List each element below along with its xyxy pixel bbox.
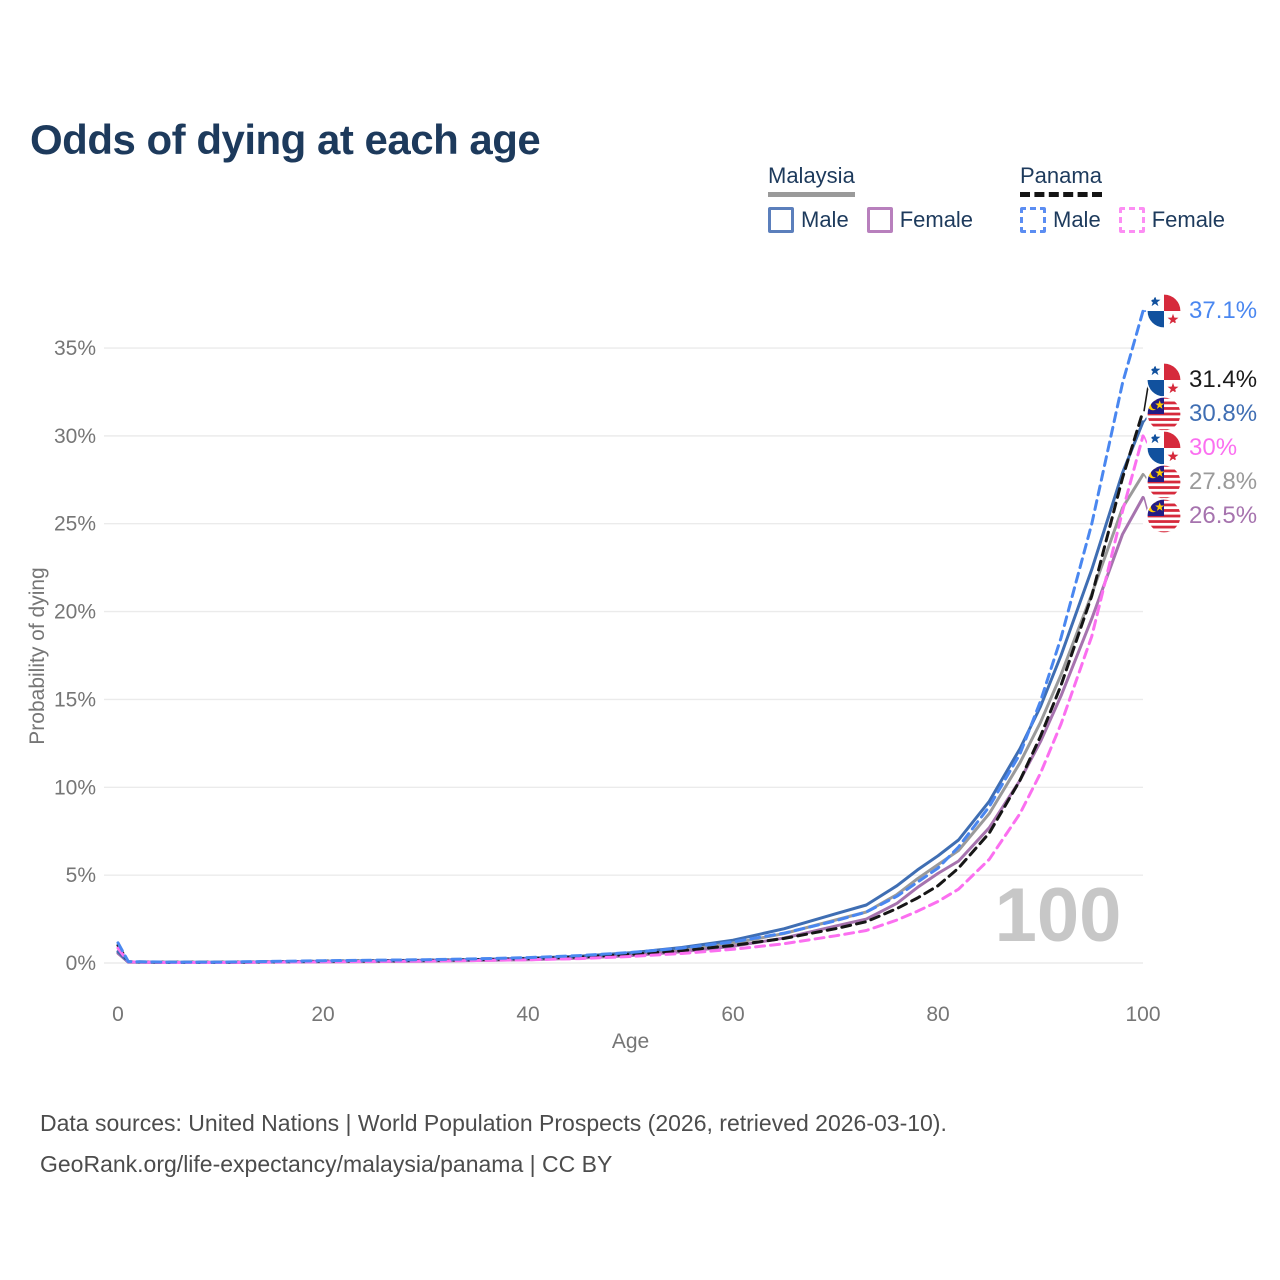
legend-item-label: Male [1053,207,1101,232]
x-tick-label: 80 [926,1003,949,1026]
x-axis-title: Age [612,1030,649,1053]
page-title: Odds of dying at each age [30,116,541,164]
y-axis-title: Probability of dying [26,567,49,744]
chart-line-malaysia-female [116,495,1145,964]
malaysia-flag-icon [1146,464,1182,500]
legend-item-label: Female [1151,207,1226,232]
legend-item-malaysia-female: Female [866,207,974,233]
x-tick-label: 20 [311,1003,334,1026]
legend-item-panama-female: Female [1118,207,1226,233]
y-tick-label: 5% [66,864,96,887]
legend-item-label: Female [899,207,974,232]
male-line-swatch [768,207,794,233]
panama-flag-icon [1146,430,1182,466]
end-label-value: 30% [1189,434,1238,462]
legend-item-malaysia-male: Male [768,207,849,233]
x-tick-label: 100 [1125,1003,1160,1026]
panama-flag-icon [1146,293,1182,329]
age-watermark: 100 [995,873,1122,958]
chart-line-panama-total [116,409,1145,964]
female-line-swatch [866,207,893,233]
y-tick-label: 0% [66,952,96,975]
y-tick-label: 15% [54,688,96,711]
series-end-label: 37.1% [1146,293,1257,329]
y-tick-label: 30% [54,425,96,448]
end-label-value: 31.4% [1189,366,1258,394]
legend-country-label: Malaysia [768,163,855,197]
end-label-value: 27.8% [1189,468,1258,496]
chart-line-malaysia-male [116,420,1145,964]
series-end-label: 30% [1146,430,1237,466]
y-tick-label: 20% [54,601,96,624]
y-tick-label: 10% [54,776,96,799]
series-end-label: 31.4% [1146,362,1257,398]
attribution-line: GeoRank.org/life-expectancy/malaysia/pan… [40,1151,613,1177]
panama-flag-icon [1146,362,1182,398]
x-tick-label: 40 [516,1003,539,1026]
x-tick-label: 0 [112,1003,124,1026]
chart-line-panama-male [116,309,1145,964]
y-tick-label: 25% [54,513,96,536]
end-label-value: 26.5% [1189,502,1258,530]
series-end-label: 26.5% [1146,498,1257,534]
legend-country-label: Panama [1020,163,1102,197]
end-label-value: 30.8% [1189,400,1258,428]
malaysia-flag-icon [1146,498,1182,534]
malaysia-flag-icon [1146,396,1182,432]
chart-line-panama-female [116,434,1145,964]
chart-line-malaysia-total [116,473,1145,964]
y-tick-label: 35% [54,337,96,360]
male-line-swatch [1020,207,1046,233]
series-end-label: 27.8% [1146,464,1257,500]
legend-group-malaysia: Malaysia Male Female [768,163,973,233]
series-end-label: 30.8% [1146,396,1257,432]
legend-group-panama: Panama Male Female [1020,163,1225,233]
legend-item-panama-male: Male [1020,207,1101,233]
end-label-value: 37.1% [1189,297,1258,325]
legend-item-label: Male [801,207,849,232]
footer: Data sources: United Nations | World Pop… [40,1103,947,1185]
data-sources-line: Data sources: United Nations | World Pop… [40,1110,947,1136]
female-line-swatch [1118,207,1145,233]
x-tick-label: 60 [721,1003,744,1026]
